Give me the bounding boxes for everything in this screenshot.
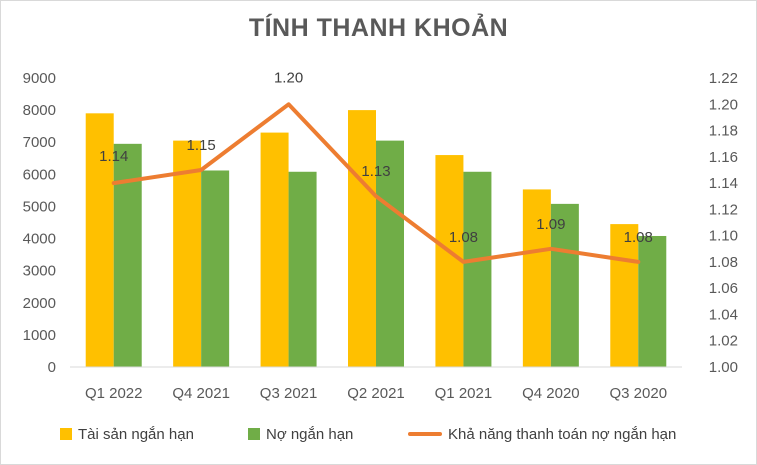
bar <box>435 155 464 367</box>
left-tick-label: 8000 <box>23 102 56 119</box>
legend-swatch <box>60 428 72 440</box>
bars <box>85 110 667 367</box>
line-data-label: 1.20 <box>274 69 303 86</box>
data-labels: 1.14 1.15 1.20 1.13 1.08 1.09 1.08 <box>99 69 653 246</box>
ratio-line <box>111 102 641 264</box>
right-tick-label: 1.18 <box>709 123 738 140</box>
line-data-label: 1.08 <box>624 229 653 246</box>
bar <box>522 189 551 367</box>
right-tick-label: 1.00 <box>709 359 738 376</box>
bar <box>550 203 579 367</box>
right-tick-label: 1.16 <box>709 149 738 166</box>
left-axis: 0 1000 2000 3000 4000 5000 6000 7000 8000 9000 <box>23 70 56 376</box>
x-axis-labels: Q1 2022 Q4 2021 Q3 2021 Q2 2021 Q1 2021 Q4 20… <box>85 385 667 402</box>
bar <box>348 110 376 367</box>
left-tick-label: 5000 <box>23 198 56 215</box>
x-tick-label: Q3 2020 <box>610 385 668 402</box>
bar <box>376 140 404 367</box>
left-tick-label: 1000 <box>23 327 56 344</box>
left-tick-label: 3000 <box>23 263 56 280</box>
chart-title: TÍNH THANH KHOẢN <box>248 14 509 42</box>
legend-label: Nợ ngắn hạn <box>266 426 353 443</box>
right-tick-label: 1.04 <box>709 306 738 323</box>
right-tick-label: 1.02 <box>709 333 738 350</box>
legend: Tài sản ngắn hạn Nợ ngắn hạn Khả năng than… <box>60 426 676 443</box>
left-tick-label: 2000 <box>23 295 56 312</box>
x-tick-label: Q2 2021 <box>347 385 405 402</box>
bar <box>113 143 142 367</box>
bar <box>260 132 289 367</box>
bar <box>463 171 492 367</box>
right-tick-label: 1.06 <box>709 280 738 297</box>
x-tick-label: Q1 2021 <box>435 385 493 402</box>
left-tick-label: 7000 <box>23 134 56 151</box>
right-tick-label: 1.08 <box>709 254 738 271</box>
right-tick-label: 1.22 <box>709 70 738 87</box>
line-data-label: 1.09 <box>536 216 565 233</box>
x-tick-label: Q3 2021 <box>260 385 318 402</box>
line-data-label: 1.14 <box>99 148 128 165</box>
x-tick-label: Q4 2021 <box>172 385 230 402</box>
x-tick-label: Q1 2022 <box>85 385 143 402</box>
line-data-label: 1.08 <box>449 229 478 246</box>
legend-swatch <box>248 428 260 440</box>
right-axis: 1.00 1.02 1.04 1.06 1.08 1.10 1.12 1.14 1.16 1.18… <box>709 70 738 376</box>
line-series <box>111 102 641 264</box>
bar <box>201 170 230 367</box>
bar <box>173 140 202 367</box>
x-tick-label: Q4 2020 <box>522 385 580 402</box>
bar <box>85 113 114 367</box>
right-tick-label: 1.20 <box>709 96 738 113</box>
line-data-label: 1.15 <box>187 137 216 154</box>
left-tick-label: 6000 <box>23 166 56 183</box>
left-tick-label: 0 <box>48 359 56 376</box>
right-tick-label: 1.10 <box>709 228 738 245</box>
right-tick-label: 1.14 <box>709 175 738 192</box>
bar <box>638 235 667 367</box>
bar <box>610 224 639 367</box>
line-data-label: 1.13 <box>361 163 390 180</box>
legend-label: Khả năng thanh toán nợ ngắn hạn <box>448 426 676 443</box>
left-tick-label: 4000 <box>23 231 56 248</box>
left-tick-label: 9000 <box>23 70 56 87</box>
bar <box>288 171 317 367</box>
right-tick-label: 1.12 <box>709 201 738 218</box>
legend-label: Tài sản ngắn hạn <box>78 426 194 443</box>
